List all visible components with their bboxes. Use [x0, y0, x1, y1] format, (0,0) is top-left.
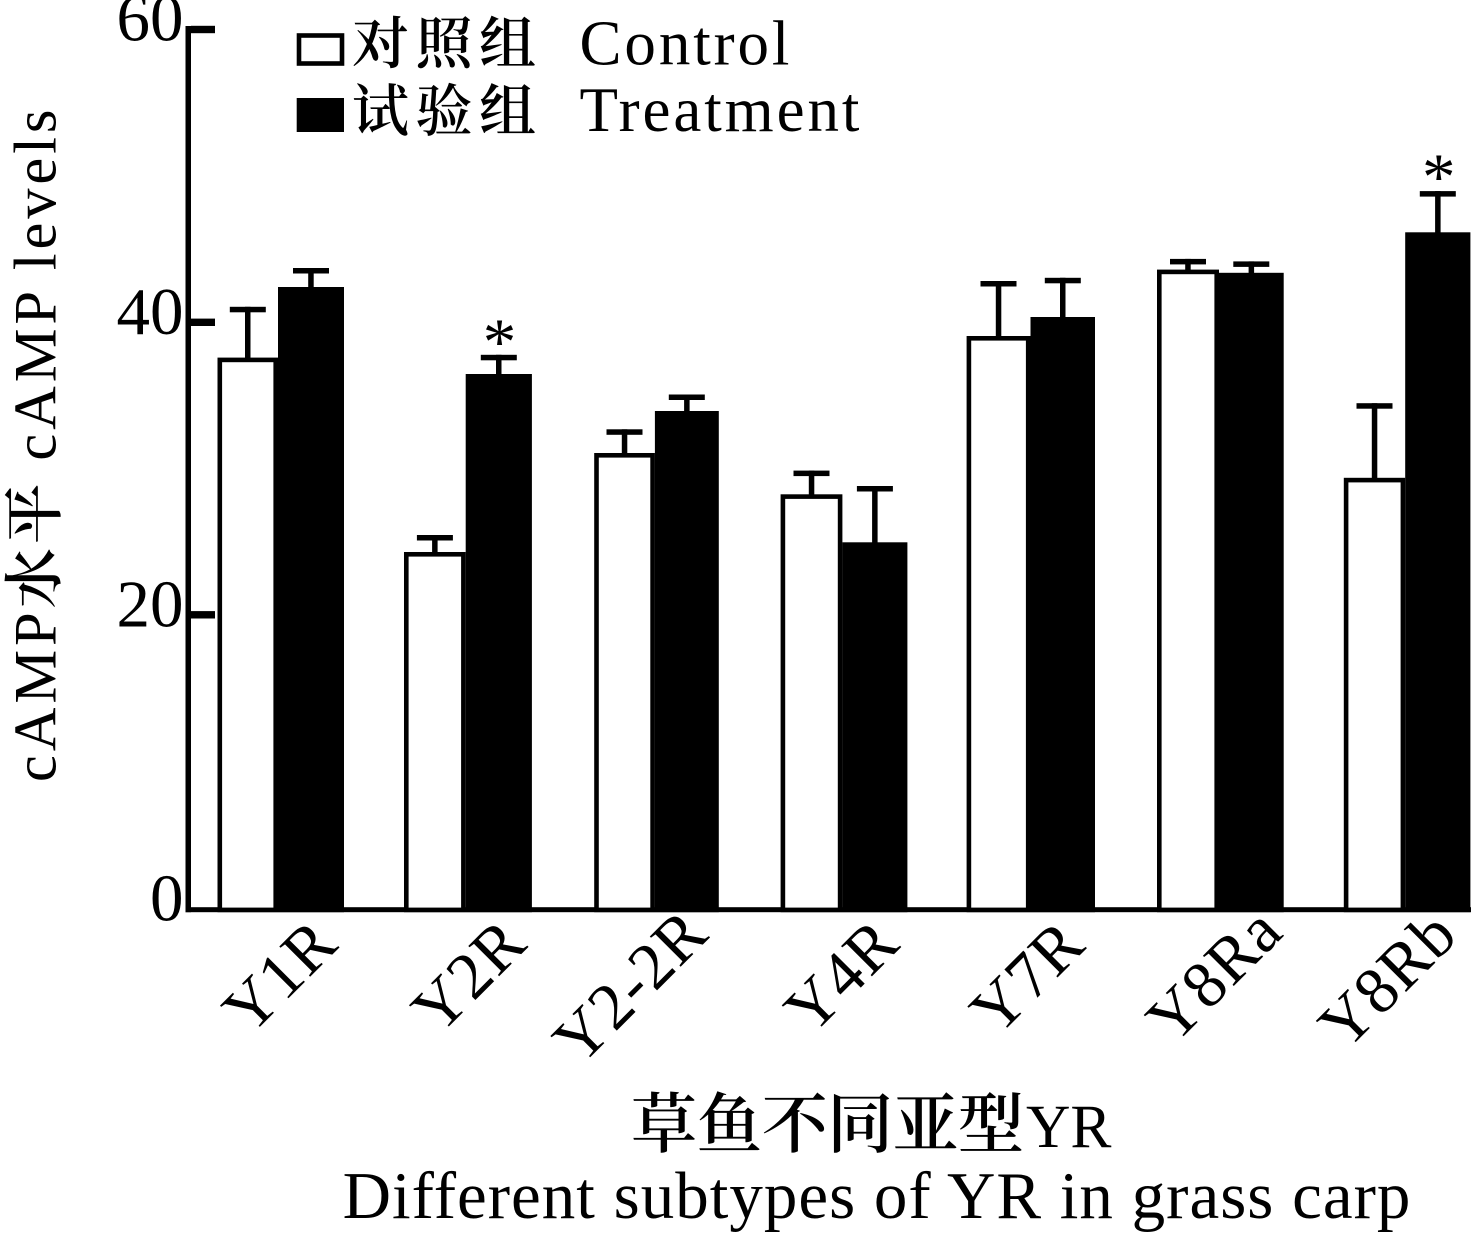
- svg-text:40: 40: [117, 275, 184, 349]
- svg-text:*: *: [1422, 141, 1456, 215]
- svg-text:cAMP levels: cAMP levels: [3, 106, 70, 461]
- svg-text:cAMP: cAMP: [3, 608, 70, 782]
- svg-text:Control: Control: [580, 9, 793, 79]
- svg-text:60: 60: [117, 0, 184, 56]
- svg-text:Treatment: Treatment: [580, 75, 863, 145]
- svg-text:Different subtypes of YR in gr: Different subtypes of YR in grass carp: [343, 1159, 1412, 1233]
- svg-text:0: 0: [150, 862, 184, 936]
- svg-text:*: *: [483, 306, 517, 380]
- svg-text:20: 20: [117, 567, 184, 641]
- svg-text:YR: YR: [1026, 1093, 1111, 1161]
